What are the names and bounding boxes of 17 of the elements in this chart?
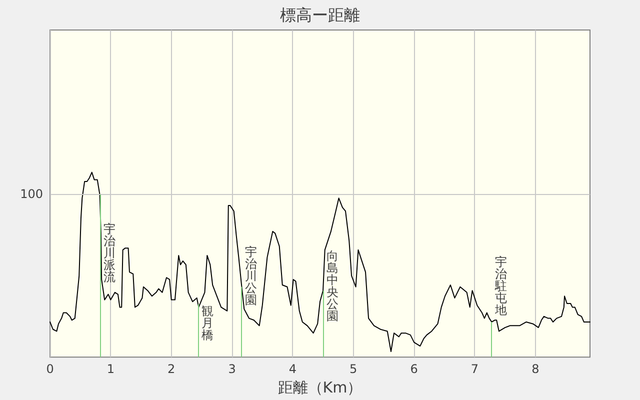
ref-line-label: 観月橋	[201, 304, 214, 342]
x-tick-label: 5	[350, 362, 358, 376]
x-axis-title: 距離（Km）	[278, 378, 362, 396]
chart-title: 標高ー距離	[280, 6, 360, 24]
ref-line-label: 宇治川派流	[102, 222, 116, 284]
x-tick-label: 4	[288, 362, 297, 376]
x-tick-label: 2	[168, 362, 176, 376]
x-tick-label: 0	[46, 362, 54, 376]
x-tick-label: 7	[470, 362, 479, 376]
x-tick-label: 6	[410, 362, 418, 376]
x-tick-label: 1	[106, 362, 114, 376]
text: 100	[20, 186, 43, 202]
x-tick-label: 3	[228, 362, 236, 376]
ref-line-label: 宇治川公園	[244, 245, 258, 308]
x-tick-label: 8	[532, 362, 540, 376]
ref-line-label: 宇治駐屯地	[494, 255, 508, 318]
ref-line-label: 向島中央公園	[326, 249, 340, 324]
